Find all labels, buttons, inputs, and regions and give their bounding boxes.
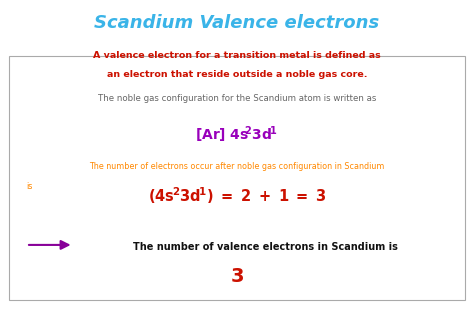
Text: Scandium Valence electrons: Scandium Valence electrons xyxy=(94,14,380,32)
Text: The number of valence electrons in Scandium is: The number of valence electrons in Scand… xyxy=(133,242,398,252)
Text: $\mathbf{[Ar]\ 4s^{\!\!2}3d^{\!1}}$: $\mathbf{[Ar]\ 4s^{\!\!2}3d^{\!1}}$ xyxy=(195,125,279,145)
Text: is: is xyxy=(26,182,32,191)
Text: The number of electrons occur after noble gas configuration in Scandium: The number of electrons occur after nobl… xyxy=(89,162,385,171)
Text: The noble gas configuration for the Scandium atom is written as: The noble gas configuration for the Scan… xyxy=(98,94,376,103)
Text: 3: 3 xyxy=(230,267,244,286)
Text: A valence electron for a transition metal is defined as: A valence electron for a transition meta… xyxy=(93,51,381,61)
FancyBboxPatch shape xyxy=(9,56,465,300)
Text: an electron that reside outside a noble gas core.: an electron that reside outside a noble … xyxy=(107,70,367,79)
Text: $\mathbf{(4s^{\!2}3d^{\!1})\ =\ 2\ +\ 1\ =\ 3}$: $\mathbf{(4s^{\!2}3d^{\!1})\ =\ 2\ +\ 1\… xyxy=(147,186,327,206)
